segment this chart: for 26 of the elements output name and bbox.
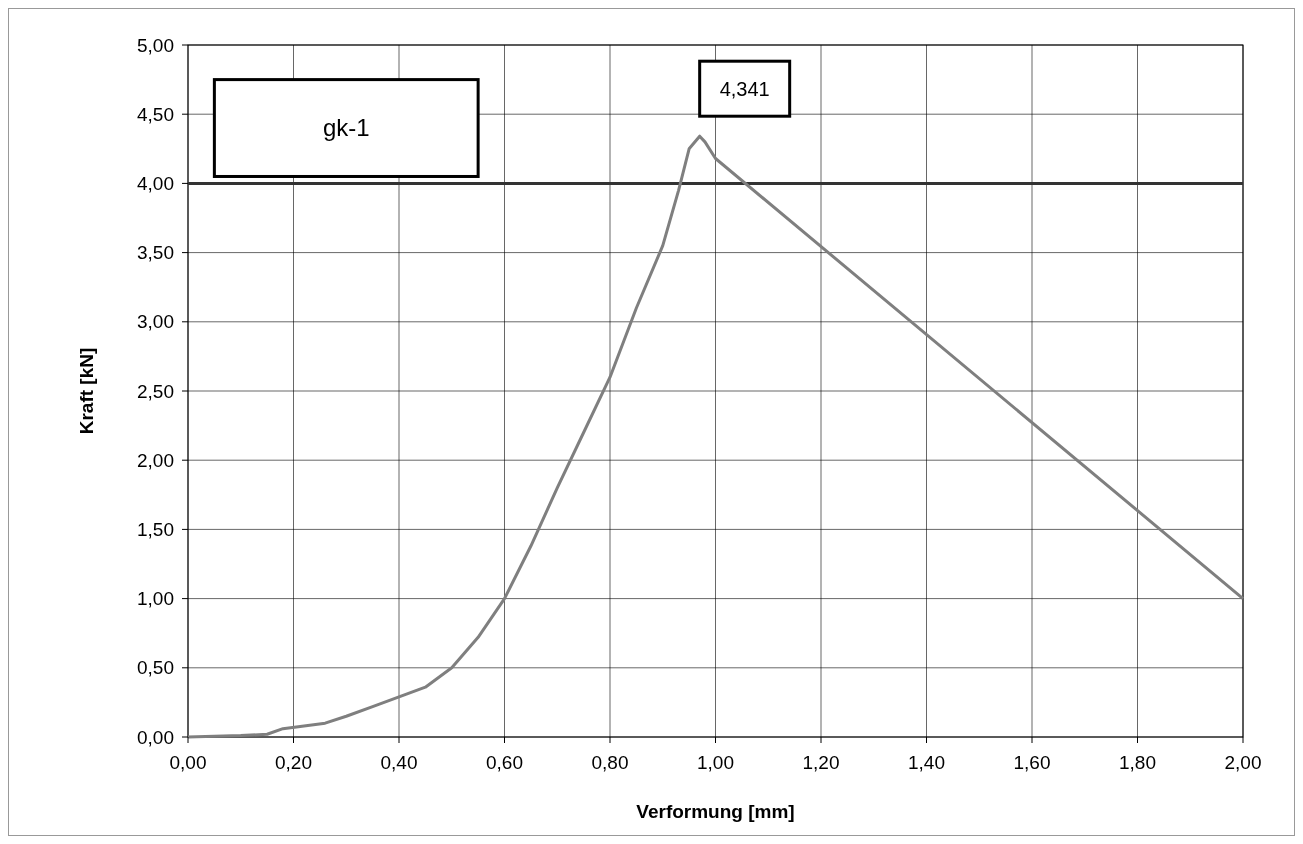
y-tick-label: 4,50 [137,103,174,125]
annotation: 4,341 [719,78,770,101]
x-tick-label: 0,80 [591,752,629,773]
y-axis-title: Kraft [kN] [76,347,97,435]
annotation: gk-1 [322,114,370,142]
y-tick-label: 0,50 [137,657,174,679]
x-tick-label: 0,20 [275,752,312,773]
y-tick-label: 3,00 [137,311,174,333]
x-tick-label: 0,60 [486,752,523,773]
x-tick-label: 1,00 [697,752,734,773]
x-tick-label: 0,00 [169,752,207,773]
y-tick-label: 2,00 [137,449,174,471]
x-tick-label: 2,00 [1224,752,1262,773]
x-tick-label: 0,40 [380,752,418,773]
x-tick-label: 1,40 [908,752,945,773]
x-axis-title: Verformung [mm] [636,801,795,822]
y-tick-label: 2,50 [137,380,174,402]
x-tick-label: 1,60 [1013,752,1051,773]
y-tick-label: 4,00 [137,173,174,195]
y-tick-label: 0,00 [137,726,174,748]
x-tick-label: 1,80 [1119,752,1156,773]
y-tick-label: 1,00 [137,588,174,610]
x-tick-label: 1,20 [802,752,840,773]
y-tick-label: 3,50 [137,242,174,264]
y-tick-label: 1,50 [137,519,174,541]
y-tick-label: 5,00 [137,34,174,56]
